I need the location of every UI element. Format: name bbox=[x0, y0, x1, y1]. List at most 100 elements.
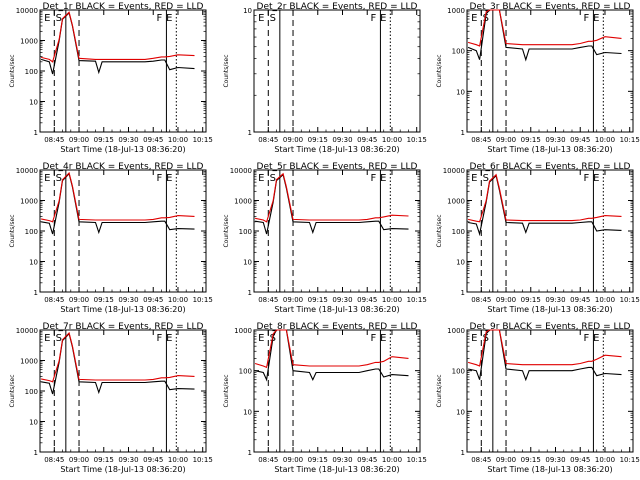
marker-label: E bbox=[380, 333, 386, 344]
x-axis-label: Start Time (18-Jul-13 08:36:20) bbox=[60, 145, 185, 154]
y-tick-label: 10 bbox=[243, 259, 252, 267]
chart-title: Det_4r BLACK = Events, RED = LLD bbox=[43, 162, 204, 172]
x-tick-label: 08:45 bbox=[258, 296, 278, 304]
chart-title: Det_9r BLACK = Events, RED = LLD bbox=[470, 322, 631, 332]
x-tick-label: 09:30 bbox=[545, 456, 565, 464]
y-axis-label: Counts/sec bbox=[9, 54, 16, 87]
x-tick-label: 09:00 bbox=[69, 136, 89, 144]
x-tick-label: 10:00 bbox=[382, 136, 402, 144]
x-axis-label: Start Time (18-Jul-13 08:36:20) bbox=[274, 465, 399, 474]
x-axis-label: Start Time (18-Jul-13 08:36:20) bbox=[274, 305, 399, 314]
x-tick-label: 10:15 bbox=[620, 296, 640, 304]
x-tick-label: 09:15 bbox=[94, 456, 114, 464]
y-tick-label: 10 bbox=[29, 419, 38, 427]
y-tick-label: 1 bbox=[34, 289, 38, 297]
marker-label: E bbox=[44, 333, 50, 344]
x-tick-label: 09:15 bbox=[521, 296, 541, 304]
marker-label: E bbox=[166, 173, 172, 184]
chart-title: Det_8r BLACK = Events, RED = LLD bbox=[257, 322, 418, 332]
plot-frame bbox=[253, 329, 421, 453]
y-tick-label: 1 bbox=[248, 129, 252, 137]
chart-title: Det_7r BLACK = Events, RED = LLD bbox=[43, 322, 204, 332]
x-tick-label: 08:45 bbox=[258, 456, 278, 464]
x-tick-label: 10:15 bbox=[620, 456, 640, 464]
marker-label: S bbox=[483, 173, 489, 184]
marker-label: E bbox=[471, 333, 477, 344]
chart-panel-6: Det_6r BLACK = Events, RED = LLD 1 10 100 10… bbox=[436, 162, 640, 314]
x-tick-label: 09:45 bbox=[357, 296, 377, 304]
y-tick-label: 1000 bbox=[234, 327, 252, 335]
chart-title: Det_3r BLACK = Events, RED = LLD bbox=[470, 2, 631, 12]
x-tick-label: 10:00 bbox=[382, 456, 402, 464]
x-tick-label: 09:45 bbox=[143, 456, 163, 464]
x-tick-label: 09:15 bbox=[308, 136, 328, 144]
y-axis-label: Counts/sec bbox=[436, 374, 443, 407]
x-axis-label: Start Time (18-Jul-13 08:36:20) bbox=[60, 465, 185, 474]
series-line-events bbox=[467, 329, 622, 382]
chart-title: Det_2r BLACK = Events, RED = LLD bbox=[257, 2, 418, 12]
x-tick-label: 09:45 bbox=[143, 136, 163, 144]
chart-panel-3: Det_3r BLACK = Events, RED = LLD 1 10 100 10… bbox=[436, 2, 640, 154]
y-tick-label: 10 bbox=[243, 408, 252, 416]
chart-panel-1: Det_1r BLACK = Events, RED = LLD 1 10 100 10… bbox=[9, 2, 213, 154]
marker-label: E bbox=[471, 173, 477, 184]
series-line-lld bbox=[254, 329, 409, 369]
y-tick-label: 10000 bbox=[16, 327, 38, 335]
marker-label: E bbox=[380, 13, 386, 24]
marker-label: E bbox=[380, 173, 386, 184]
marker-label: E bbox=[166, 13, 172, 24]
marker-label: S bbox=[270, 13, 276, 24]
series-line-lld bbox=[40, 331, 195, 383]
x-axis-label: Start Time (18-Jul-13 08:36:20) bbox=[487, 145, 612, 154]
y-tick-label: 1000 bbox=[234, 198, 252, 206]
x-tick-label: 09:30 bbox=[545, 296, 565, 304]
x-tick-label: 09:45 bbox=[143, 296, 163, 304]
y-tick-label: 100 bbox=[239, 228, 252, 236]
x-tick-label: 10:00 bbox=[595, 136, 615, 144]
y-tick-label: 1 bbox=[34, 129, 38, 137]
marker-label: F bbox=[584, 173, 590, 184]
plot-frame bbox=[466, 169, 634, 293]
chart-panel-8: Det_8r BLACK = Events, RED = LLD 1 10 100 10… bbox=[223, 322, 427, 474]
x-tick-label: 09:30 bbox=[332, 296, 352, 304]
x-tick-label: 09:00 bbox=[69, 296, 89, 304]
y-tick-label: 1000 bbox=[447, 7, 465, 15]
marker-label: E bbox=[258, 173, 264, 184]
y-tick-label: 1 bbox=[34, 449, 38, 457]
marker-label: E bbox=[593, 333, 599, 344]
marker-label: F bbox=[584, 13, 590, 24]
plot-frame bbox=[466, 9, 634, 133]
x-tick-label: 09:15 bbox=[308, 296, 328, 304]
y-tick-label: 100 bbox=[25, 228, 38, 236]
x-axis-label: Start Time (18-Jul-13 08:36:20) bbox=[487, 465, 612, 474]
x-tick-label: 10:15 bbox=[193, 456, 213, 464]
x-tick-label: 09:00 bbox=[496, 456, 516, 464]
series-line-lld bbox=[40, 171, 195, 223]
marker-label: S bbox=[56, 13, 62, 24]
x-tick-label: 08:45 bbox=[471, 296, 491, 304]
y-axis-label: Counts/sec bbox=[9, 374, 16, 407]
chart-panel-7: Det_7r BLACK = Events, RED = LLD 1 10 100 10… bbox=[9, 322, 213, 474]
x-tick-label: 09:30 bbox=[118, 456, 138, 464]
y-tick-label: 1000 bbox=[20, 38, 38, 46]
chart-title: Det_6r BLACK = Events, RED = LLD bbox=[470, 162, 631, 172]
marker-label: F bbox=[371, 13, 377, 24]
x-tick-label: 09:15 bbox=[521, 456, 541, 464]
x-axis-label: Start Time (18-Jul-13 08:36:20) bbox=[274, 145, 399, 154]
x-tick-label: 09:30 bbox=[332, 136, 352, 144]
x-tick-label: 09:00 bbox=[69, 456, 89, 464]
plot-frame bbox=[39, 169, 207, 293]
chart-panel-5: Det_5r BLACK = Events, RED = LLD 1 10 100 10… bbox=[223, 162, 427, 314]
y-tick-label: 1 bbox=[248, 449, 252, 457]
series-line-lld bbox=[40, 11, 195, 63]
x-tick-label: 09:30 bbox=[118, 296, 138, 304]
y-tick-label: 10 bbox=[456, 408, 465, 416]
plot-frame bbox=[253, 169, 421, 293]
series-line-events bbox=[467, 9, 622, 62]
y-tick-label: 10000 bbox=[16, 167, 38, 175]
x-tick-label: 09:15 bbox=[521, 136, 541, 144]
y-tick-label: 1 bbox=[248, 289, 252, 297]
x-tick-label: 09:45 bbox=[357, 136, 377, 144]
x-axis-label: Start Time (18-Jul-13 08:36:20) bbox=[487, 305, 612, 314]
